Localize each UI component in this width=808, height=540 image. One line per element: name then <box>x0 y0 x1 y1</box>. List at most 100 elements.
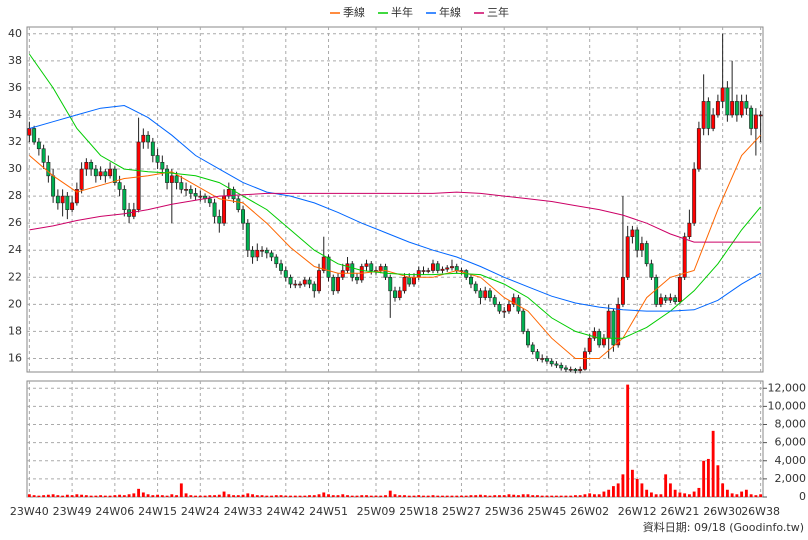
volume-bar <box>70 495 74 497</box>
candle-body <box>454 266 459 271</box>
y-tick-label: 28 <box>8 189 22 202</box>
volume-bar <box>260 495 264 497</box>
legend-label: 三年 <box>487 5 509 19</box>
volume-bar <box>298 495 302 497</box>
candle-body <box>331 276 336 292</box>
volume-bar <box>474 495 478 497</box>
candle-body <box>122 189 127 210</box>
candle-body <box>193 193 198 197</box>
candle-body <box>98 171 103 177</box>
candle-body <box>502 310 507 313</box>
volume-bar <box>593 494 596 497</box>
volume-bar <box>754 495 758 497</box>
candle-body <box>578 368 583 371</box>
volume-bar <box>469 495 473 497</box>
candle-body <box>606 310 611 339</box>
volume-bar <box>412 495 416 497</box>
candle-body <box>445 267 450 270</box>
volume-bar <box>512 494 516 497</box>
volume-bar <box>232 495 235 497</box>
volume-bar <box>407 495 411 497</box>
x-tick-label: 26W21 <box>660 505 699 518</box>
candle-body <box>725 87 730 116</box>
candle-body <box>93 168 98 177</box>
y-tick-label: 32 <box>8 135 22 148</box>
candle-body <box>544 358 549 362</box>
volume-bar <box>559 495 563 497</box>
candle-body <box>46 161 51 177</box>
volume-bar <box>683 493 687 497</box>
volume-bar <box>749 494 753 497</box>
candle-body <box>108 168 113 177</box>
volume-bar <box>61 495 65 497</box>
volume-bar <box>179 483 183 497</box>
x-tick-label: 26W02 <box>570 505 609 518</box>
y-tick-label: 36 <box>8 81 22 94</box>
volume-bar <box>51 494 55 497</box>
candle-body <box>421 270 426 272</box>
candle-body <box>734 101 739 116</box>
volume-bar <box>493 495 497 497</box>
candle-body <box>283 270 288 278</box>
candle-body <box>226 189 231 197</box>
volume-bar <box>312 495 316 497</box>
candle-body <box>70 202 75 210</box>
candle-body <box>535 351 540 359</box>
candle-body <box>65 195 70 210</box>
volume-bar <box>227 494 231 497</box>
volume-bar <box>692 491 696 497</box>
volume-bar <box>730 493 734 497</box>
volume-bar <box>346 495 349 497</box>
y-tick-label: 24 <box>8 243 22 256</box>
volume-bar <box>217 494 221 497</box>
volume-bar <box>213 495 216 497</box>
x-tick-label: 24W33 <box>224 505 263 518</box>
volume-bar <box>725 489 729 497</box>
volume-bar <box>545 495 549 497</box>
volume-bar <box>27 494 31 497</box>
candle-body <box>587 337 592 353</box>
volume-bar <box>441 495 444 497</box>
candle-body <box>241 209 246 224</box>
volume-bar <box>445 495 449 497</box>
candle-body <box>198 195 203 198</box>
volume-bar <box>393 494 397 497</box>
candle-body <box>407 276 412 285</box>
volume-bar <box>265 495 269 497</box>
x-tick-label: 24W24 <box>181 505 220 518</box>
candle-body <box>450 266 454 269</box>
volume-bar <box>127 494 131 497</box>
ma-line <box>29 104 761 312</box>
volume-bar <box>455 495 459 497</box>
candle-body <box>554 363 559 366</box>
candle-body <box>488 290 492 298</box>
candle-body <box>497 304 502 312</box>
candle-body <box>136 141 141 210</box>
y2-tick-label: 12,000 <box>768 381 807 394</box>
candle-body <box>274 256 279 265</box>
volume-bar <box>426 495 430 497</box>
candle-body <box>739 101 744 116</box>
volume-bar <box>574 495 577 497</box>
volume-bar <box>398 495 402 497</box>
volume-bar <box>341 494 345 497</box>
volume-bar <box>46 494 50 497</box>
candle-body <box>568 368 573 371</box>
volume-bar <box>483 495 487 497</box>
candle-body <box>155 155 160 163</box>
candle-body <box>620 276 625 305</box>
x-tick-label: 23W40 <box>10 505 49 518</box>
candle-body <box>530 344 535 353</box>
candle-body <box>317 270 321 292</box>
candle-body <box>478 290 483 298</box>
source-note: 資料日期: 09/18 (Goodinfo.tw) <box>643 520 804 534</box>
x-tick-label: 25W45 <box>528 505 567 518</box>
candle-body <box>84 161 89 170</box>
volume-bar <box>507 494 511 497</box>
candle-body <box>402 276 407 292</box>
candle-body <box>51 175 56 197</box>
volume-bar <box>132 493 136 497</box>
candle-body <box>483 290 488 298</box>
